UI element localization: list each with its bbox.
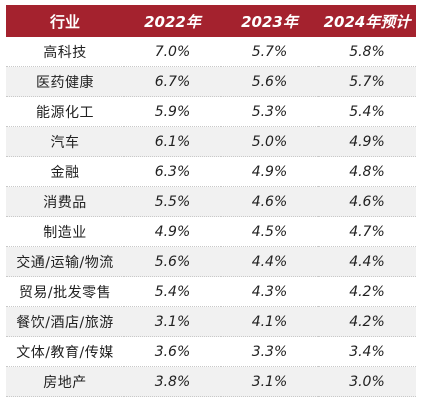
industry-table: 行业 2022年 2023年 2024年预计 高科技 7.0% 5.7% 5.8% 医药… [6,5,416,397]
cell-2022: 5.9% [124,96,221,127]
cell-2023: 5.3% [221,96,318,127]
cell-2022: 3.8% [124,366,221,397]
cell-2024-forecast: 5.7% [318,66,416,97]
cell-2023: 4.9% [221,156,318,187]
cell-industry: 文体/教育/传媒 [6,336,124,367]
cell-industry: 高科技 [6,37,124,67]
table-row: 贸易/批发零售 5.4% 4.3% 4.2% [6,276,416,307]
cell-industry: 金融 [6,156,124,187]
cell-2024-forecast: 4.9% [318,126,416,157]
cell-industry: 餐饮/酒店/旅游 [6,306,124,337]
header-industry: 行业 [6,5,124,37]
cell-2023: 4.5% [221,216,318,247]
cell-2023: 4.4% [221,246,318,277]
cell-2023: 5.6% [221,66,318,97]
table-row: 消费品 5.5% 4.6% 4.6% [6,186,416,217]
cell-2024-forecast: 5.4% [318,96,416,127]
cell-2022: 5.5% [124,186,221,217]
cell-2022: 6.1% [124,126,221,157]
table-row: 房地产 3.8% 3.1% 3.0% [6,366,416,397]
cell-2023: 5.0% [221,126,318,157]
cell-industry: 医药健康 [6,66,124,97]
cell-2022: 6.7% [124,66,221,97]
cell-2022: 4.9% [124,216,221,247]
header-2024-forecast: 2024年预计 [318,5,416,37]
cell-2022: 5.4% [124,276,221,307]
table-row: 餐饮/酒店/旅游 3.1% 4.1% 4.2% [6,306,416,337]
cell-2022: 6.3% [124,156,221,187]
table-row: 制造业 4.9% 4.5% 4.7% [6,216,416,247]
table-row: 金融 6.3% 4.9% 4.8% [6,156,416,187]
cell-2023: 4.1% [221,306,318,337]
cell-2023: 4.3% [221,276,318,307]
cell-2024-forecast: 4.8% [318,156,416,187]
cell-2024-forecast: 4.7% [318,216,416,247]
cell-2023: 3.1% [221,366,318,397]
cell-2024-forecast: 4.2% [318,276,416,307]
cell-2024-forecast: 4.2% [318,306,416,337]
cell-2024-forecast: 4.6% [318,186,416,217]
table-row: 文体/教育/传媒 3.6% 3.3% 3.4% [6,336,416,367]
cell-industry: 能源化工 [6,96,124,127]
cell-industry: 交通/运输/物流 [6,246,124,277]
header-row: 行业 2022年 2023年 2024年预计 [6,5,416,37]
cell-2022: 7.0% [124,37,221,67]
cell-2024-forecast: 3.0% [318,366,416,397]
cell-2024-forecast: 5.8% [318,37,416,67]
cell-industry: 房地产 [6,366,124,397]
table-row: 高科技 7.0% 5.7% 5.8% [6,37,416,67]
header-2023: 2023年 [221,5,318,37]
table-row: 能源化工 5.9% 5.3% 5.4% [6,96,416,127]
cell-industry: 贸易/批发零售 [6,276,124,307]
cell-industry: 制造业 [6,216,124,247]
table-row: 汽车 6.1% 5.0% 4.9% [6,126,416,157]
cell-2022: 5.6% [124,246,221,277]
table-row: 交通/运输/物流 5.6% 4.4% 4.4% [6,246,416,277]
cell-industry: 汽车 [6,126,124,157]
header-2022: 2022年 [124,5,221,37]
table-row: 医药健康 6.7% 5.6% 5.7% [6,66,416,97]
cell-2023: 5.7% [221,37,318,67]
cell-2024-forecast: 3.4% [318,336,416,367]
cell-2023: 3.3% [221,336,318,367]
cell-2022: 3.1% [124,306,221,337]
cell-2023: 4.6% [221,186,318,217]
cell-industry: 消费品 [6,186,124,217]
cell-2024-forecast: 4.4% [318,246,416,277]
table-body: 高科技 7.0% 5.7% 5.8% 医药健康 6.7% 5.6% 5.7% 能源化工 5.9% 5… [6,37,416,397]
cell-2022: 3.6% [124,336,221,367]
